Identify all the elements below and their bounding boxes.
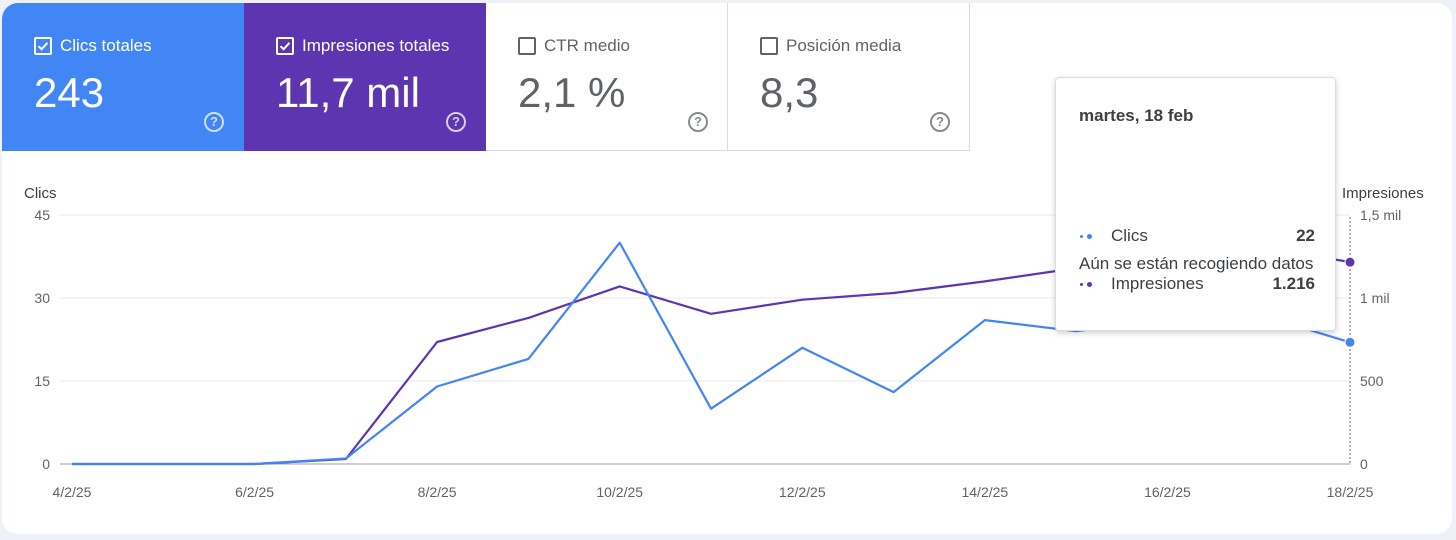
x-tick-label: 14/2/25: [961, 484, 1008, 500]
x-tick-label: 12/2/25: [779, 484, 826, 500]
metric-cards: Clics totales 243 ? Impresiones totales …: [2, 3, 970, 151]
checkbox-checked-icon[interactable]: [276, 37, 294, 55]
x-tick-label: 10/2/25: [596, 484, 643, 500]
tooltip-note: Aún se están recogiendo datos: [1079, 254, 1314, 273]
x-tick-label: 16/2/25: [1144, 484, 1191, 500]
x-tick-label: 6/2/25: [235, 484, 274, 500]
tooltip-series-value: 22: [1296, 226, 1315, 245]
tooltip-date: martes, 18 feb: [1079, 106, 1194, 125]
card-total-impressions[interactable]: Impresiones totales 11,7 mil ?: [244, 3, 486, 151]
y-left-tick-label: 30: [34, 290, 50, 306]
help-icon[interactable]: ?: [204, 112, 224, 132]
tooltip-series-name: Impresiones: [1111, 274, 1204, 293]
y-right-tick-label: 1,5 mil: [1360, 207, 1401, 223]
card-value: 11,7 mil: [276, 69, 420, 116]
y-left-tick-label: 0: [42, 456, 50, 472]
tooltip-series-value: 1.216: [1272, 274, 1315, 293]
y-right-axis-title: Impresiones: [1342, 185, 1424, 202]
series-marker-icon: [1079, 282, 1093, 288]
help-icon[interactable]: ?: [688, 112, 708, 132]
x-tick-label: 4/2/25: [53, 484, 92, 500]
card-value: 243: [34, 69, 105, 116]
y-left-tick-label: 45: [34, 207, 50, 223]
y-left-tick-label: 15: [34, 373, 50, 389]
y-right-tick-label: 0: [1360, 456, 1368, 472]
x-tick-label: 8/2/25: [418, 484, 457, 500]
checkbox-checked-icon[interactable]: [34, 37, 52, 55]
performance-chart[interactable]: 0 15 30 45 0 500 1 mil 1,5 mil 4/2/25 6/2/25 8/2/2…: [2, 3, 1452, 534]
checkbox-unchecked-icon[interactable]: [760, 37, 778, 55]
highlight-point-clics: [1344, 336, 1356, 348]
series-marker-icon: [1079, 234, 1093, 240]
tooltip-series-name: Clics: [1111, 226, 1148, 245]
help-icon[interactable]: ?: [930, 112, 950, 132]
x-tick-label: 18/2/25: [1327, 484, 1374, 500]
y-left-axis-title: Clics: [24, 185, 57, 202]
card-average-position[interactable]: Posición media 8,3 ?: [728, 3, 970, 151]
tooltip-row-impressions: Impresiones 1.216: [1079, 274, 1315, 298]
card-value: 8,3: [760, 69, 819, 116]
card-average-ctr[interactable]: CTR medio 2,1 % ?: [486, 3, 728, 151]
highlight-point-impresiones: [1344, 256, 1356, 268]
checkbox-unchecked-icon[interactable]: [518, 37, 536, 55]
performance-panel: Clics totales 243 ? Impresiones totales …: [2, 3, 1452, 534]
card-total-clicks[interactable]: Clics totales 243 ?: [2, 3, 244, 151]
chart-tooltip: martes, 18 feb Clics 22 Impresiones 1.21…: [1055, 77, 1336, 331]
y-right-tick-label: 500: [1360, 373, 1384, 389]
y-right-tick-label: 1 mil: [1360, 290, 1390, 306]
tooltip-row-clicks: Clics 22: [1079, 226, 1315, 250]
help-icon[interactable]: ?: [446, 112, 466, 132]
card-value: 2,1 %: [518, 69, 626, 116]
